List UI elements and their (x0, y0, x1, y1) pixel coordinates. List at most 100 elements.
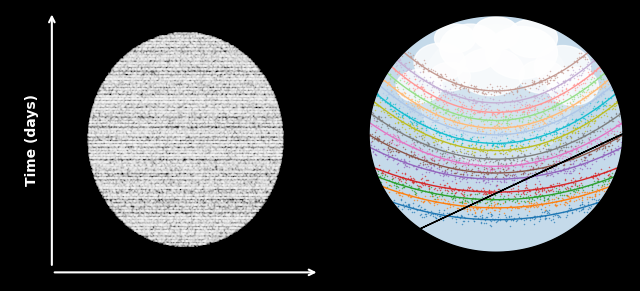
Point (397, 121, 408, 126)
Point (467, 187, 477, 192)
Point (617, 134, 627, 139)
Point (577, 182, 587, 187)
Point (529, 216, 540, 221)
Point (505, 129, 515, 134)
Point (569, 168, 579, 173)
Point (432, 187, 442, 192)
Point (442, 107, 452, 111)
Point (555, 153, 565, 158)
Point (590, 191, 600, 196)
Point (418, 182, 428, 187)
Point (498, 148, 508, 152)
Point (387, 149, 397, 153)
Point (542, 185, 552, 190)
Point (600, 140, 610, 144)
Point (383, 101, 393, 106)
Point (420, 174, 430, 179)
Point (495, 89, 505, 94)
Point (575, 63, 585, 68)
Point (422, 199, 433, 203)
Point (537, 82, 547, 86)
Point (446, 171, 456, 176)
Point (541, 168, 551, 173)
Point (430, 123, 440, 127)
Point (460, 114, 470, 118)
Point (446, 79, 456, 83)
Point (584, 121, 594, 126)
Point (411, 137, 421, 142)
Point (542, 142, 552, 146)
Point (492, 121, 502, 126)
Point (560, 77, 570, 82)
Point (493, 111, 504, 116)
Point (479, 164, 489, 169)
Point (449, 139, 459, 143)
Point (406, 149, 416, 154)
Point (458, 159, 468, 164)
Point (592, 75, 602, 80)
Point (519, 152, 529, 157)
Point (484, 165, 494, 170)
Point (569, 138, 579, 143)
Point (558, 79, 568, 84)
Point (557, 88, 567, 93)
Point (481, 191, 491, 196)
Point (578, 89, 588, 94)
Point (479, 87, 489, 92)
Point (570, 180, 580, 185)
Point (421, 212, 431, 217)
Point (390, 146, 400, 151)
Point (399, 157, 409, 161)
Point (408, 164, 419, 169)
Point (472, 90, 482, 94)
Point (573, 188, 583, 193)
Point (424, 115, 434, 120)
Point (496, 161, 506, 165)
Point (472, 177, 482, 181)
Point (492, 166, 502, 171)
Point (435, 214, 445, 219)
Point (470, 131, 480, 135)
Point (434, 208, 444, 213)
Point (523, 120, 533, 124)
Point (461, 187, 472, 192)
Point (583, 202, 593, 206)
Point (508, 218, 518, 223)
Point (521, 104, 531, 109)
Point (388, 84, 399, 89)
Point (550, 203, 561, 207)
Point (597, 99, 607, 104)
Point (562, 121, 572, 126)
Point (506, 136, 516, 141)
Point (506, 110, 516, 115)
Point (543, 153, 553, 158)
Point (497, 129, 507, 133)
Point (383, 113, 394, 117)
Point (410, 56, 420, 61)
Point (566, 152, 576, 157)
Point (463, 116, 473, 120)
Point (424, 184, 434, 188)
Point (492, 201, 502, 205)
Point (567, 211, 577, 215)
Point (593, 171, 603, 176)
Point (479, 178, 490, 182)
Point (479, 174, 489, 178)
Point (538, 138, 548, 143)
Point (527, 196, 537, 201)
Point (541, 155, 552, 159)
Point (404, 133, 414, 138)
Point (371, 122, 381, 127)
Point (426, 190, 436, 195)
Point (545, 115, 556, 120)
Point (431, 96, 441, 101)
Point (541, 201, 551, 205)
Point (579, 190, 589, 194)
Point (496, 127, 506, 131)
Point (515, 193, 525, 198)
Point (484, 121, 495, 126)
Point (471, 204, 481, 209)
Polygon shape (368, 15, 624, 253)
Point (406, 54, 416, 59)
Point (477, 129, 487, 133)
